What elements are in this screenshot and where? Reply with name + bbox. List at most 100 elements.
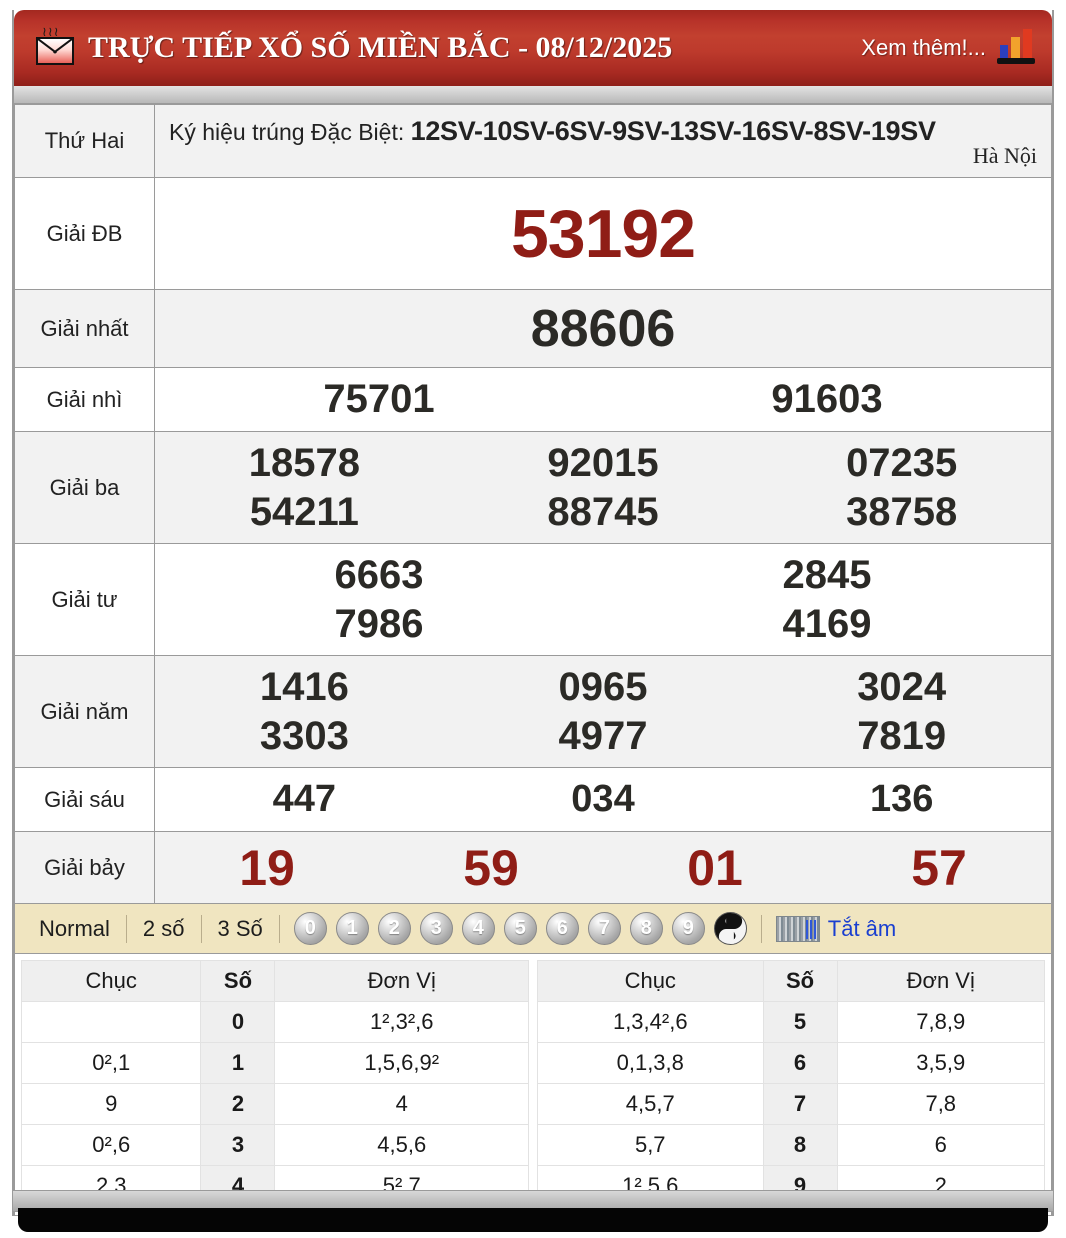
prize-value-line: 447 034 136 <box>155 776 1051 823</box>
stats-tens: 0²,1 <box>20 1042 202 1085</box>
special-code-label: Ký hiệu trúng Đặc Biệt: <box>169 119 405 145</box>
prize-row-nhat: Giải nhất 88606 <box>14 289 1052 369</box>
stats-num: 1 <box>200 1042 276 1085</box>
stats-table-right: Chục Số Đơn Vị 1,3,4²,6 5 7,8,9 0,1,3,8 … <box>537 960 1046 1208</box>
stats-units: 7,8,9 <box>836 1001 1046 1044</box>
digit-ball-6[interactable]: 6 <box>545 912 579 946</box>
digit-filter-group: 0 1 2 3 4 5 6 7 8 9 <box>280 912 761 946</box>
prize-number: 19 <box>239 839 295 896</box>
province-label: Hà Nội <box>972 143 1037 169</box>
stats-header-row: Chục Số Đơn Vị <box>20 960 529 1003</box>
prize-number: 2845 <box>782 552 872 597</box>
results-table: Thứ Hai Ký hiệu trúng Đặc Biệt: 12SV-10S… <box>14 103 1052 905</box>
stats-tens: 5,7 <box>537 1124 764 1167</box>
prize-values-bay: 19 59 01 57 <box>154 831 1052 905</box>
bottom-shadow <box>18 1208 1048 1232</box>
mode-3so-button[interactable]: 3 Số <box>217 915 263 941</box>
prize-number: 447 <box>272 778 337 821</box>
stats-tens: 9 <box>20 1083 202 1126</box>
prize-label-nhat: Giải nhất <box>14 289 155 369</box>
envelope-body <box>36 37 74 65</box>
stats-tens: 1,3,4²,6 <box>537 1001 764 1044</box>
prize-number: 1416 <box>259 664 349 709</box>
stats-units: 4 <box>274 1083 529 1126</box>
prize-number: 4169 <box>782 601 872 646</box>
prize-number: 3024 <box>857 664 947 709</box>
digit-ball-4[interactable]: 4 <box>461 912 495 946</box>
stats-row: 0,1,3,8 6 3,5,9 <box>537 1042 1046 1085</box>
stats-table-left: Chục Số Đơn Vị 0 1²,3²,6 0²,1 1 1,5,6,9²… <box>20 960 529 1208</box>
prize-number: 07235 <box>846 440 958 485</box>
stats-header-row: Chục Số Đơn Vị <box>537 960 1046 1003</box>
prize-label-db: Giải ĐB <box>14 177 155 291</box>
stats-units: 3,5,9 <box>836 1042 1046 1085</box>
stats-row: 0²,1 1 1,5,6,9² <box>20 1042 529 1085</box>
chart-base <box>997 58 1035 64</box>
prize-row-nhi: Giải nhì 75701 91603 <box>14 367 1052 433</box>
stats-tens: 0,1,3,8 <box>537 1042 764 1085</box>
digit-ball-7[interactable]: 7 <box>587 912 621 946</box>
prize-values-sau: 447 034 136 <box>154 767 1052 833</box>
prize-value-line: 88606 <box>155 297 1051 361</box>
toolbar-divider <box>200 914 202 943</box>
mode-normal-button[interactable]: Normal <box>39 915 110 941</box>
stats-tens: 0²,6 <box>20 1124 202 1167</box>
page-title: TRỰC TIẾP XỔ SỐ MIỀN BẮC - 08/12/2025 <box>88 31 673 64</box>
stats-units: 1,5,6,9² <box>274 1042 529 1085</box>
envelope-steam-icon: ≀≀≀ <box>42 25 60 40</box>
prize-number: 3303 <box>259 713 349 758</box>
weekday-label: Thứ Hai <box>14 103 155 179</box>
mode-2so-button[interactable]: 2 số <box>142 915 185 941</box>
mute-button[interactable]: Tắt âm <box>827 915 897 941</box>
toolbar-divider <box>760 914 762 943</box>
prize-number: 54211 <box>249 489 359 534</box>
prize-values-ba: 18578 92015 07235 54211 88745 38758 <box>154 431 1052 545</box>
prize-number: 136 <box>869 778 934 821</box>
bar-chart-icon[interactable] <box>996 29 1036 66</box>
prize-row-tu: Giải tư 6663 2845 7986 4169 <box>14 543 1052 657</box>
stats-row: 0 1²,3²,6 <box>20 1001 529 1044</box>
yin-yang-icon[interactable] <box>713 912 747 946</box>
prize-value-line: 1416 0965 3024 <box>155 663 1051 712</box>
prize-number: 4977 <box>558 713 648 758</box>
stats-row: 9 2 4 <box>20 1083 529 1126</box>
stats-num: 5 <box>762 1001 838 1044</box>
prize-number: 01 <box>687 839 743 896</box>
prize-row-nam: Giải năm 1416 0965 3024 3303 4977 7819 <box>14 655 1052 769</box>
prize-value-line: 7986 4169 <box>155 600 1051 649</box>
prize-number: 53192 <box>510 195 696 272</box>
prize-value-line: 3303 4977 7819 <box>155 712 1051 761</box>
prize-row-sau: Giải sáu 447 034 136 <box>14 767 1052 833</box>
stats-num: 3 <box>200 1124 276 1167</box>
digit-ball-5[interactable]: 5 <box>503 912 537 946</box>
prize-values-nhi: 75701 91603 <box>154 367 1052 433</box>
digit-ball-1[interactable]: 1 <box>335 912 369 946</box>
digit-ball-0[interactable]: 0 <box>293 912 327 946</box>
stats-row: 1,3,4²,6 5 7,8,9 <box>537 1001 1046 1044</box>
speaker-icon[interactable] <box>775 915 820 942</box>
prize-number: 38758 <box>846 489 958 534</box>
prize-number: 57 <box>911 839 967 896</box>
digit-ball-3[interactable]: 3 <box>419 912 453 946</box>
prize-number: 92015 <box>547 440 659 485</box>
stats-header-tens: Chục <box>20 960 202 1003</box>
stats-panel: Chục Số Đơn Vị 0 1²,3²,6 0²,1 1 1,5,6,9²… <box>14 954 1052 1217</box>
see-more-link[interactable]: Xem thêm!... <box>861 35 986 60</box>
digit-ball-9[interactable]: 9 <box>671 912 705 946</box>
prize-number: 034 <box>571 778 635 821</box>
prize-row-ba: Giải ba 18578 92015 07235 54211 88745 38… <box>14 431 1052 545</box>
prize-number: 59 <box>463 839 519 896</box>
stats-tens <box>20 1001 202 1044</box>
digit-ball-2[interactable]: 2 <box>377 912 411 946</box>
title-underbar <box>14 86 1052 104</box>
prize-number: 18578 <box>248 440 360 485</box>
prize-label-bay: Giải bảy <box>14 831 155 905</box>
prize-value-line: 6663 2845 <box>155 551 1051 600</box>
toolbar-divider <box>278 914 280 943</box>
stats-num: 7 <box>762 1083 838 1126</box>
prize-values-nhat: 88606 <box>154 289 1052 369</box>
prize-number: 6663 <box>334 552 424 597</box>
digit-ball-8[interactable]: 8 <box>629 912 663 946</box>
prize-number: 88745 <box>547 489 659 534</box>
